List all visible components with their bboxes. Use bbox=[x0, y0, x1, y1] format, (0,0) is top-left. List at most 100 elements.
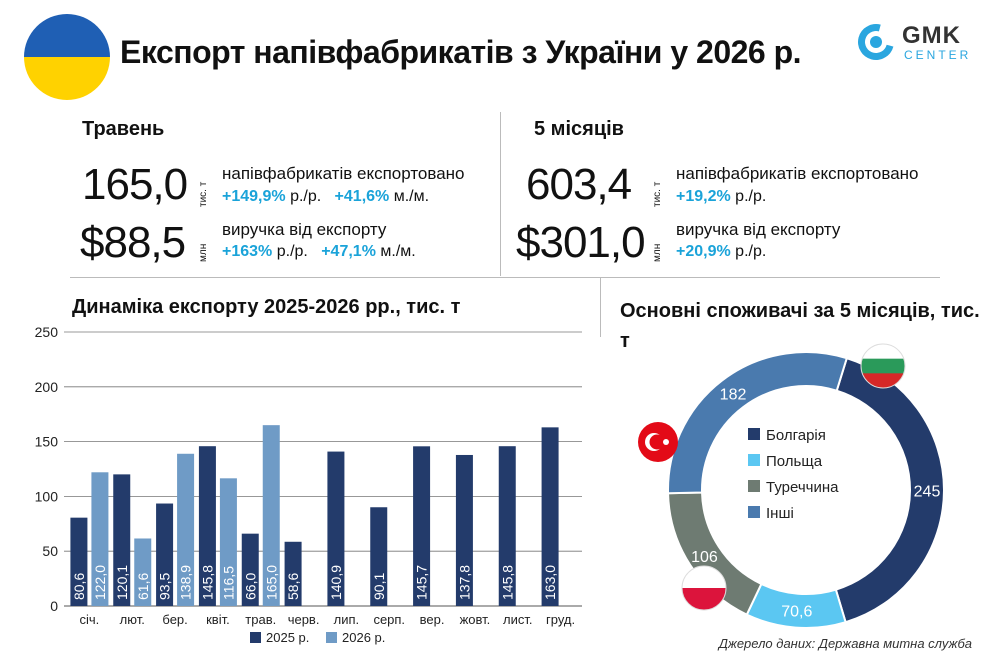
bar-value-label: 137,8 bbox=[456, 565, 472, 600]
bar-2025 bbox=[70, 517, 88, 606]
bar-value-label: 145,8 bbox=[199, 565, 215, 600]
y-tick-label: 0 bbox=[50, 598, 58, 614]
turkey-flag-icon bbox=[638, 422, 678, 462]
five-months-revenue-unit: млн bbox=[652, 243, 663, 262]
bar-value-label: 138,9 bbox=[178, 565, 194, 600]
may-revenue-changes: +163% р./р. +47,1% м./м. bbox=[222, 243, 416, 260]
may-revenue-desc: виручка від експорту bbox=[222, 220, 387, 239]
legend-swatch bbox=[250, 632, 261, 643]
y-tick-label: 250 bbox=[35, 324, 59, 340]
legend-swatch bbox=[326, 632, 337, 643]
donut-value-label: 182 bbox=[720, 386, 747, 403]
x-tick-label: черв. bbox=[288, 612, 320, 627]
bar-value-label: 58,6 bbox=[285, 573, 301, 600]
may-title: Травень bbox=[82, 118, 165, 140]
divider-vertical bbox=[500, 112, 501, 276]
bar-2026 bbox=[91, 472, 109, 606]
legend-label: Болгарія bbox=[766, 427, 826, 444]
bar-2026 bbox=[219, 478, 237, 606]
bar-value-label: 165,0 bbox=[263, 565, 279, 600]
bar-2025 bbox=[327, 451, 345, 606]
five-months-export-desc: напівфабрикатів експортовано bbox=[676, 164, 919, 183]
x-tick-label: лют. bbox=[120, 612, 145, 627]
x-tick-label: бер. bbox=[162, 612, 187, 627]
may-export-desc: напівфабрикатів експортовано bbox=[222, 164, 465, 183]
bar-2026 bbox=[177, 453, 195, 606]
donut-value-label: 245 bbox=[914, 484, 941, 501]
bar-value-label: 145,8 bbox=[499, 565, 515, 600]
five-months-revenue-desc: виручка від експорту bbox=[676, 220, 841, 239]
five-months-revenue-changes: +20,9% р./р. bbox=[676, 243, 767, 260]
bar-value-label: 93,5 bbox=[157, 573, 173, 600]
poland-flag-icon bbox=[681, 565, 727, 611]
bar-2025 bbox=[370, 507, 388, 606]
logo-line2: CENTER bbox=[904, 48, 972, 62]
divider-vertical-lower bbox=[600, 277, 601, 337]
bar-2025 bbox=[284, 541, 302, 606]
bar-value-label: 61,6 bbox=[135, 573, 151, 600]
bar-value-label: 122,0 bbox=[92, 565, 108, 600]
ukraine-flag-icon bbox=[24, 14, 110, 100]
bar-2025 bbox=[241, 533, 259, 606]
legend-swatch bbox=[748, 480, 760, 492]
five-months-export-unit: тис. т bbox=[652, 181, 663, 207]
bar-2025 bbox=[541, 427, 559, 606]
divider-horizontal bbox=[70, 277, 940, 278]
bar-2025 bbox=[455, 454, 473, 606]
may-revenue-unit: млн bbox=[198, 243, 209, 262]
x-tick-label: січ. bbox=[80, 612, 100, 627]
bar-value-label: 163,0 bbox=[542, 565, 558, 600]
x-tick-label: вер. bbox=[420, 612, 445, 627]
donut-slice bbox=[667, 351, 849, 495]
bar-value-label: 145,7 bbox=[414, 565, 430, 600]
bar-value-label: 90,1 bbox=[371, 573, 387, 600]
legend-swatch bbox=[748, 428, 760, 440]
gmk-center-logo: GMK CENTER bbox=[851, 17, 978, 67]
bar-2026 bbox=[134, 538, 152, 606]
bar-2026 bbox=[262, 425, 280, 606]
bar-value-label: 120,1 bbox=[114, 565, 130, 600]
legend-label: Туреччина bbox=[766, 479, 839, 496]
bar-value-label: 116,5 bbox=[220, 566, 236, 600]
x-tick-label: лип. bbox=[334, 612, 360, 627]
bar-chart: 0 50 100 150 200 250 80,6 122,0 січ. 120,1 61,6 лют… bbox=[35, 324, 582, 645]
bar-value-label: 80,6 bbox=[71, 573, 87, 600]
may-export-unit: тис. т bbox=[198, 181, 209, 207]
five-months-revenue-value: $301,0 bbox=[516, 218, 646, 267]
pie-chart-title: Основні споживачі за 5 місяців, тис. т bbox=[620, 300, 980, 352]
bar-2025 bbox=[198, 446, 216, 606]
legend-label: Польща bbox=[766, 453, 823, 470]
x-tick-label: груд. bbox=[546, 612, 575, 627]
legend-label: 2026 р. bbox=[342, 630, 385, 645]
may-export-changes: +149,9% р./р. +41,6% м./м. bbox=[222, 188, 430, 205]
x-tick-label: квіт. bbox=[206, 612, 230, 627]
bar-2025 bbox=[156, 503, 174, 606]
may-export-value: 165,0 bbox=[82, 160, 188, 209]
legend-swatch bbox=[748, 454, 760, 466]
x-tick-label: трав. bbox=[245, 612, 276, 627]
may-revenue-value: $88,5 bbox=[80, 218, 186, 267]
x-tick-label: лист. bbox=[503, 612, 532, 627]
donut-chart: 245 70,6 106 182 Болгарія Польща Туреччина Інші bbox=[638, 343, 945, 629]
bar-2025 bbox=[498, 446, 516, 606]
legend-label: Інші bbox=[766, 505, 794, 522]
x-tick-label: серп. bbox=[373, 612, 405, 627]
bar-value-label: 140,9 bbox=[328, 565, 344, 600]
bar-chart-title: Динаміка експорту 2025-2026 рр., тис. т bbox=[72, 296, 461, 318]
source-note: Джерело даних: Державна митна служба bbox=[718, 636, 972, 651]
bar-2025 bbox=[413, 446, 431, 606]
y-tick-label: 100 bbox=[35, 488, 59, 504]
bar-2025 bbox=[113, 474, 131, 606]
y-tick-label: 200 bbox=[35, 379, 59, 395]
donut-value-label: 106 bbox=[691, 549, 718, 566]
donut-value-label: 70,6 bbox=[781, 604, 812, 621]
page-title: Експорт напівфабрикатів з України у 2026… bbox=[120, 34, 802, 70]
bulgaria-flag-icon bbox=[860, 343, 906, 389]
five-months-export-value: 603,4 bbox=[526, 160, 632, 209]
five-months-title: 5 місяців bbox=[534, 118, 624, 140]
logo-line1: GMK bbox=[902, 22, 961, 49]
five-months-export-changes: +19,2% р./р. bbox=[676, 188, 767, 205]
bar-value-label: 66,0 bbox=[242, 573, 258, 600]
y-tick-label: 150 bbox=[35, 434, 59, 450]
x-tick-label: жовт. bbox=[460, 612, 491, 627]
